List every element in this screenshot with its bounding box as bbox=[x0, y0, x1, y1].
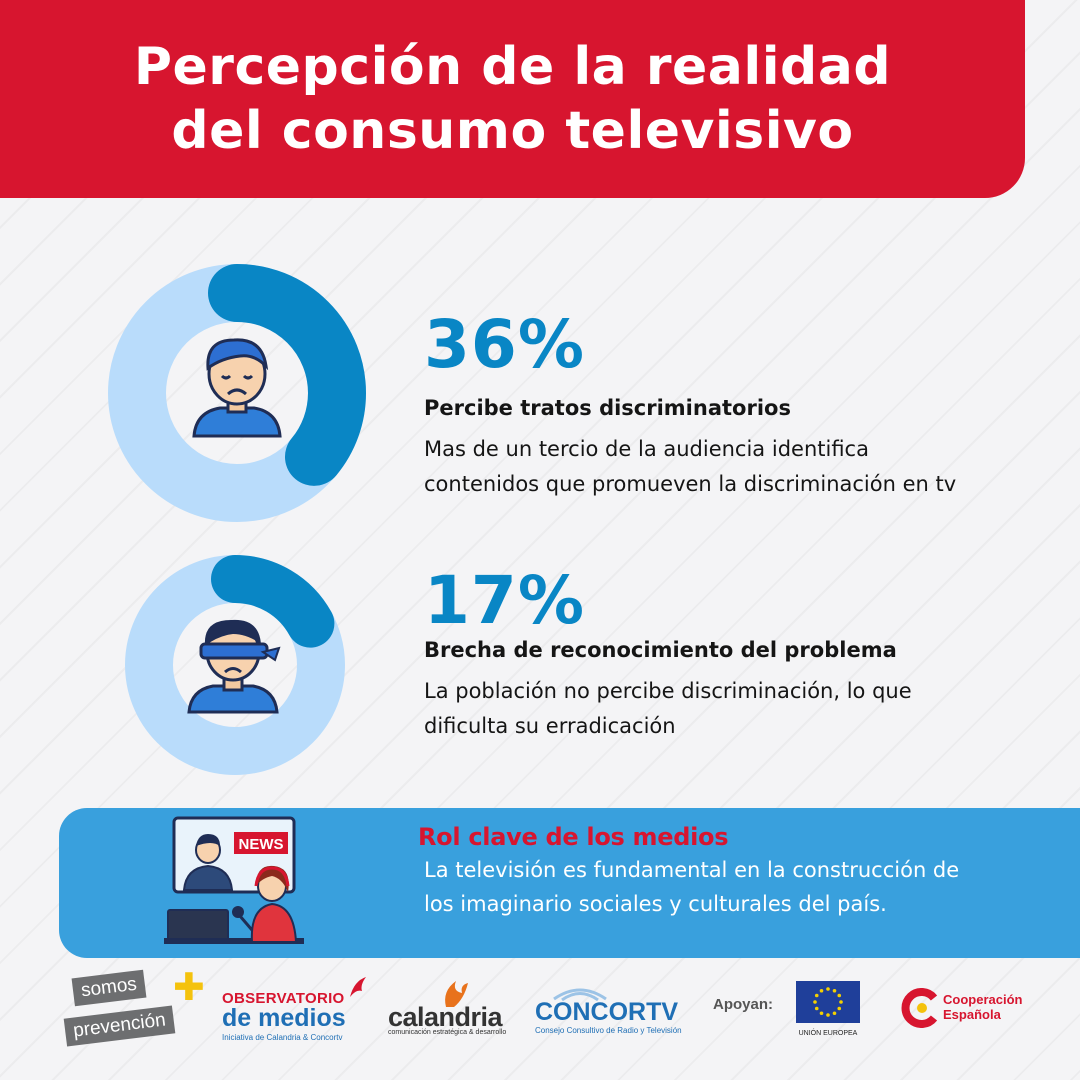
stat-block-1: 36% Percibe tratos discriminatorios Mas … bbox=[424, 312, 1024, 502]
concortv-logo: CONCORTV Consejo Consultivo de Radio y T… bbox=[535, 988, 685, 1035]
calandria-tagline: comunicación estratégica & desarrollo bbox=[388, 1029, 507, 1036]
header-banner: Percepción de la realidad del consumo te… bbox=[0, 0, 1025, 198]
eu-star bbox=[814, 993, 819, 998]
news-label: NEWS bbox=[239, 836, 284, 853]
title-line-2: del consumo televisivo bbox=[171, 101, 854, 161]
concortv-tagline: Consejo Consultivo de Radio y Televisión bbox=[535, 1026, 682, 1035]
eu-caption: UNIÓN EUROPEA bbox=[798, 1030, 858, 1037]
observatorio-line2: de medios bbox=[222, 1004, 346, 1032]
donut-chart-1 bbox=[108, 264, 366, 522]
sad-person-icon bbox=[192, 338, 282, 438]
stat-1-text: Mas de un tercio de la audiencia identif… bbox=[424, 437, 957, 496]
page-title: Percepción de la realidad del consumo te… bbox=[0, 35, 1025, 163]
cooperacion-line2: Española bbox=[943, 1007, 1001, 1022]
cooperacion-line1: Cooperación bbox=[943, 992, 1023, 1007]
stat-2-percent: 17% bbox=[424, 562, 585, 639]
plus-icon: ✚ bbox=[173, 965, 205, 1009]
eu-star bbox=[813, 1000, 817, 1004]
eu-star bbox=[814, 1006, 819, 1011]
donut-1-value-arc bbox=[108, 264, 366, 522]
observatorio-logo: OBSERVATORIO de medios Iniciativa de Cal… bbox=[222, 990, 362, 1042]
observatorio-line1: OBSERVATORIO bbox=[222, 990, 345, 1007]
apoyan-label: Apoyan: bbox=[713, 996, 773, 1013]
observatorio-tagline: Iniciativa de Calandria & Concortv bbox=[222, 1033, 343, 1042]
eu-flag-icon bbox=[796, 981, 860, 1023]
banner-text: La televisión es fundamental en la const… bbox=[424, 858, 960, 916]
calandria-bird-icon bbox=[445, 981, 468, 1007]
stat-1-heading: Percibe tratos discriminatorios bbox=[424, 396, 791, 420]
eu-star bbox=[832, 988, 837, 993]
bird-icon bbox=[350, 977, 366, 997]
cooperacion-c-icon bbox=[901, 988, 938, 1028]
stat-2-text: La población no percibe discriminación, … bbox=[424, 679, 912, 738]
eu-star bbox=[819, 1011, 824, 1016]
somos-prevencion-logo: somos ✚ prevención bbox=[63, 965, 205, 1058]
blindfolded-person-icon bbox=[187, 619, 281, 714]
banner-title: Rol clave de los medios bbox=[418, 823, 729, 851]
eu-star bbox=[819, 988, 824, 993]
donut-chart-2 bbox=[124, 554, 346, 776]
eu-star bbox=[826, 987, 830, 991]
eu-star bbox=[826, 1013, 830, 1017]
calandria-logo: calandria comunicación estratégica & des… bbox=[388, 1002, 518, 1037]
stat-1-percent: 36% bbox=[424, 306, 585, 383]
calandria-name: calandria bbox=[388, 1002, 503, 1032]
eu-star bbox=[839, 1000, 843, 1004]
stat-2-heading: Brecha de reconocimiento del problema bbox=[424, 638, 897, 662]
eu-logo: UNIÓN EUROPEA bbox=[796, 981, 860, 1037]
donut-2-value-arc bbox=[125, 555, 345, 775]
title-line-1: Percepción de la realidad bbox=[133, 37, 892, 97]
somos-label: somos bbox=[71, 969, 147, 1007]
stat-block-2: 17% Brecha de reconocimiento del problem… bbox=[424, 568, 1024, 744]
concortv-name: CONCORTV bbox=[535, 998, 679, 1026]
eu-star bbox=[837, 993, 842, 998]
cooperacion-espanola-logo: Cooperación Española bbox=[900, 988, 1022, 1032]
eu-star bbox=[837, 1006, 842, 1011]
eu-star bbox=[832, 1011, 837, 1016]
news-broadcast-illustration: NEWS bbox=[164, 816, 304, 944]
prevencion-label: prevención bbox=[63, 1005, 176, 1047]
signal-waves-icon bbox=[553, 988, 607, 1001]
